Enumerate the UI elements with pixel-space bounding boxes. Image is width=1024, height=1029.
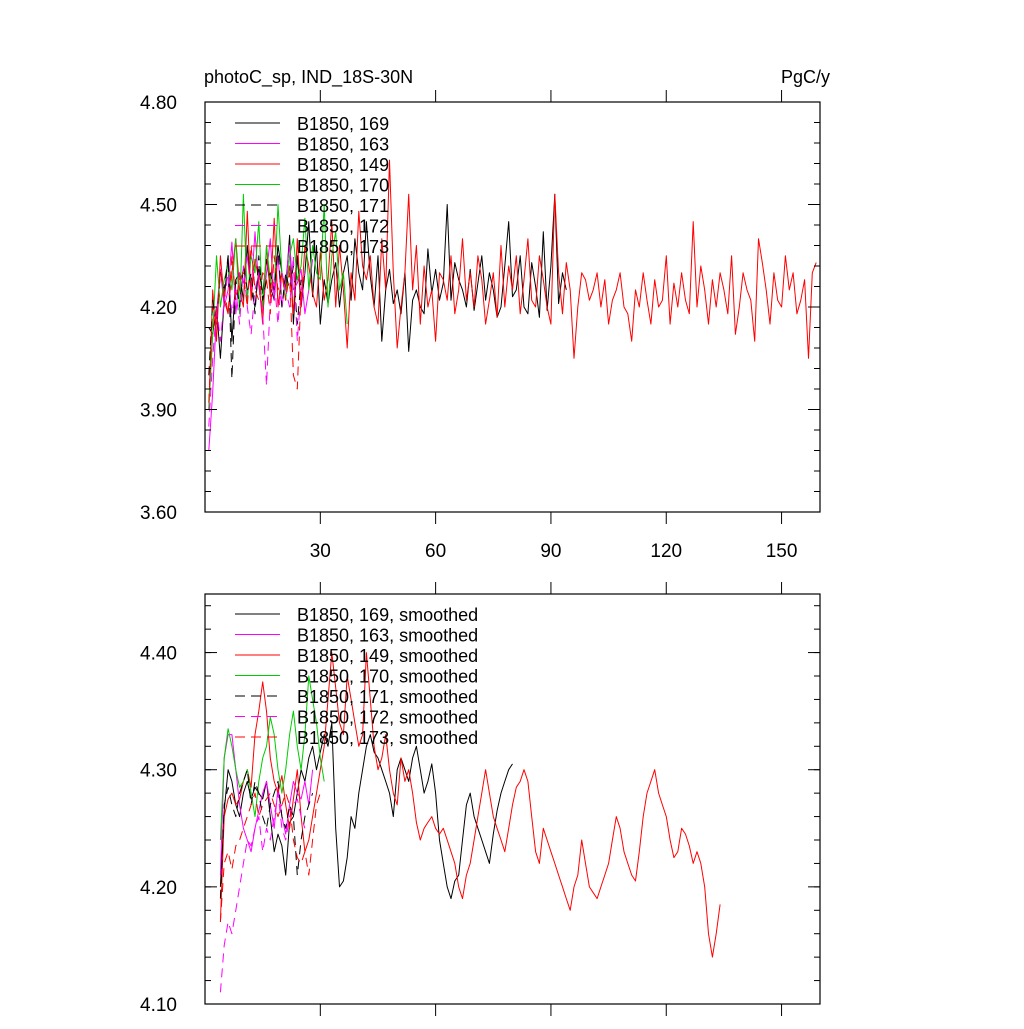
- top-legend-label: B1850, 170: [297, 176, 389, 196]
- top-y-tick-label: 4.80: [140, 93, 177, 114]
- top-series-group: [208, 159, 817, 451]
- bottom-legend-label: B1850, 163, smoothed: [297, 626, 478, 646]
- chart-units: PgC/y: [781, 67, 830, 87]
- bottom-series-line-6: [219, 792, 306, 993]
- top-x-tick-label: 30: [310, 541, 331, 562]
- top-legend-label: B1850, 173: [297, 237, 389, 257]
- bottom-axes: 4.10 4.20 4.30 4.40: [140, 582, 820, 1016]
- bottom-legend-label: B1850, 171, smoothed: [297, 687, 478, 707]
- top-x-tick-label: 60: [425, 541, 446, 562]
- bottom-series-line-7: [219, 792, 321, 923]
- top-series-line-7: [208, 245, 306, 403]
- bottom-legend-label: B1850, 173, smoothed: [297, 728, 478, 748]
- top-axes: 3.60 3.90 4.20 4.50 4.80 30 60 90 120 150: [140, 90, 820, 562]
- bottom-series-line-3: [219, 652, 721, 958]
- bottom-y-tick-label: 4.30: [140, 761, 177, 782]
- top-y-tick-label: 4.20: [140, 298, 177, 319]
- bottom-legend-label: B1850, 149, smoothed: [297, 646, 478, 666]
- bottom-legend-label: B1850, 169, smoothed: [297, 605, 478, 625]
- top-x-tick-label: 90: [540, 541, 561, 562]
- bottom-plot-frame: [204, 593, 821, 1005]
- top-y-tick-label: 3.90: [140, 401, 177, 422]
- bottom-series-line-1: [219, 722, 513, 900]
- bottom-series-line-5: [219, 769, 314, 899]
- top-chart: photoC_sp, IND_18S-30N PgC/y 3.60 3.90 4.2…: [140, 67, 830, 562]
- top-legend-label: B1850, 171: [297, 196, 389, 216]
- top-legend-label: B1850, 149: [297, 155, 389, 175]
- bottom-y-tick-label: 4.40: [140, 644, 177, 665]
- top-series-line-4: [208, 193, 348, 410]
- bottom-chart: 4.104.204.304.40 B1850, 169, smoothedB18…: [140, 582, 821, 1016]
- chart-title: photoC_sp, IND_18S-30N: [204, 67, 413, 88]
- bottom-y-tick-label: 4.20: [140, 878, 177, 899]
- top-y-tick-label: 4.50: [140, 196, 177, 217]
- top-x-tick-label: 150: [766, 541, 798, 562]
- top-legend-label: B1850, 163: [297, 135, 389, 155]
- bottom-legend-label: B1850, 170, smoothed: [297, 667, 478, 687]
- bottom-series-group: [219, 652, 721, 993]
- top-legend-label: B1850, 172: [297, 217, 389, 237]
- bottom-series-line-4: [219, 675, 325, 841]
- top-x-tick-label: 120: [650, 541, 682, 562]
- top-y-tick-label: 3.60: [140, 503, 177, 524]
- bottom-legend-label: B1850, 172, smoothed: [297, 708, 478, 728]
- bottom-y-tick-label: 4.10: [140, 995, 177, 1016]
- top-legend-label: B1850, 169: [297, 114, 389, 134]
